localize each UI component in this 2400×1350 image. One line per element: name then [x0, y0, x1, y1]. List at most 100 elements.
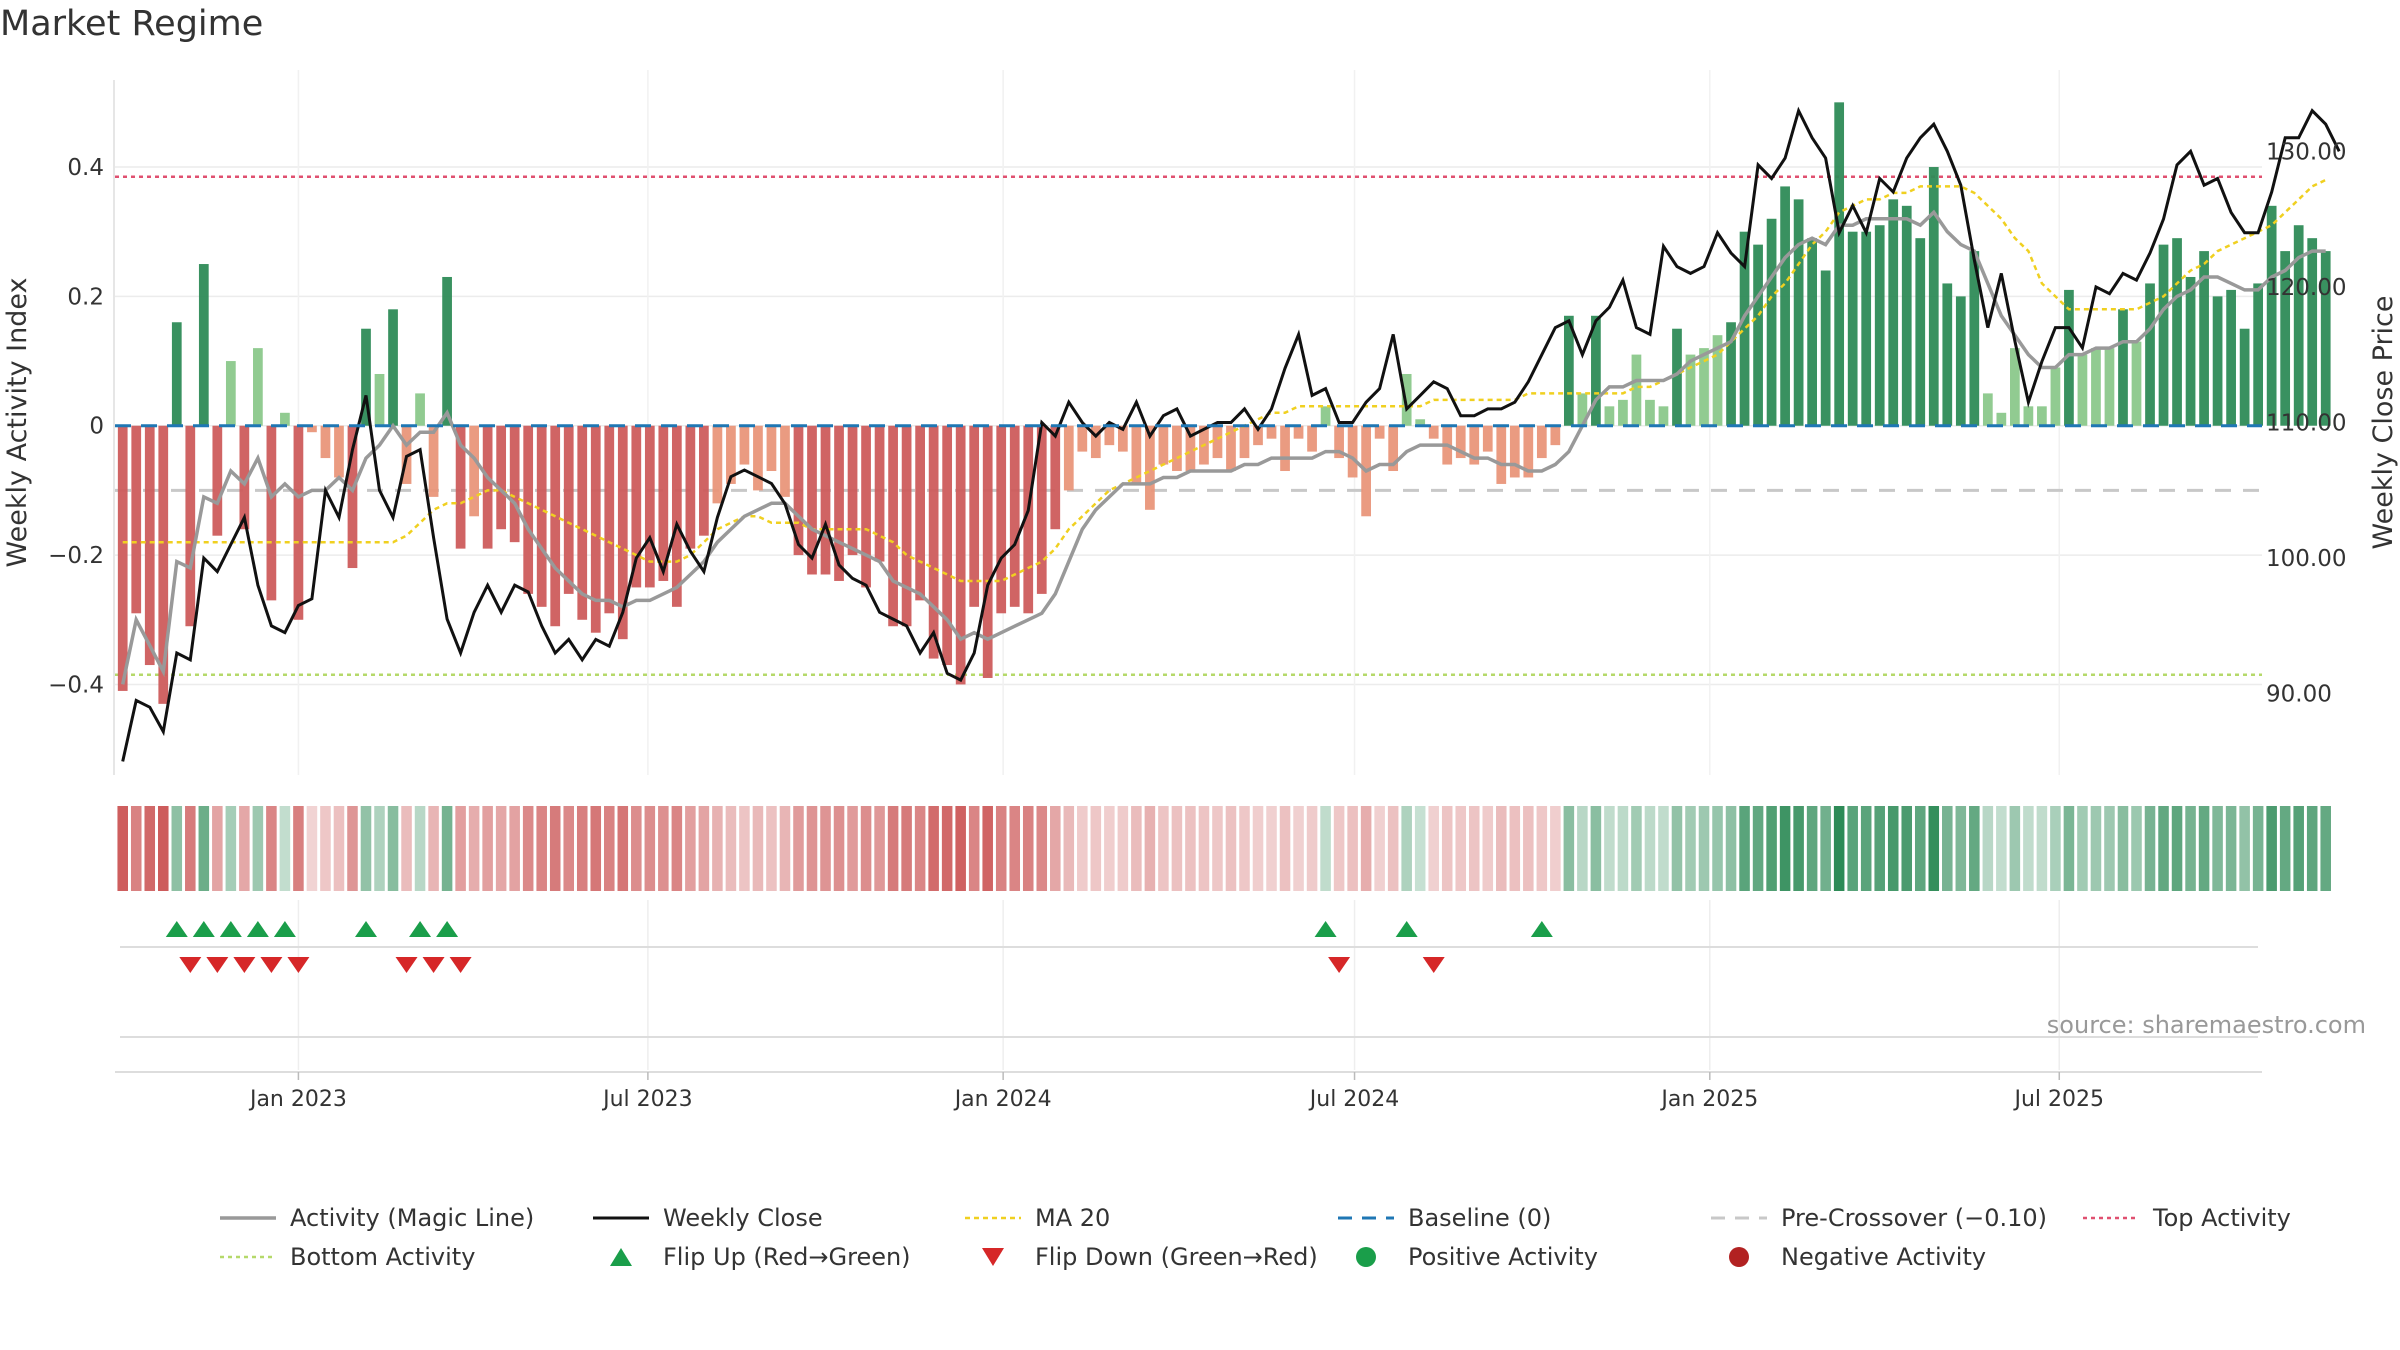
regime-strip-cell — [793, 806, 804, 891]
activity-bar — [2280, 251, 2291, 426]
activity-bar — [428, 425, 439, 497]
regime-strip-cell — [563, 806, 574, 891]
y-right-tick-label: 100.00 — [2266, 546, 2346, 572]
regime-strip-cell — [901, 806, 912, 891]
activity-bar — [928, 425, 939, 659]
regime-strip-cell — [401, 806, 412, 891]
activity-bar — [1496, 425, 1507, 484]
activity-bar — [1766, 218, 1777, 426]
activity-bar — [1226, 425, 1236, 472]
series-lines — [120, 106, 2341, 762]
activity-bar — [1036, 425, 1047, 594]
regime-strip-cell — [1090, 806, 1102, 891]
regime-strip-cell — [1806, 806, 1818, 891]
activity-bar — [1672, 328, 1682, 426]
flip-up-marker — [246, 921, 269, 937]
regime-strip-cell — [1414, 806, 1426, 891]
regime-strip-cell — [2131, 806, 2142, 891]
legend-label: Flip Down (Green→Red) — [1035, 1243, 1318, 1271]
regime-strip-cell — [698, 806, 710, 891]
regime-strip — [117, 806, 2331, 891]
regime-strip-cell — [1590, 806, 1602, 891]
activity-magic-line — [120, 209, 2326, 685]
regime-strip-cell — [712, 806, 723, 891]
activity-bar — [198, 264, 209, 426]
regime-strip-cell — [347, 806, 358, 891]
regime-strip-cell — [2009, 806, 2021, 891]
regime-strip-cell — [995, 806, 1007, 891]
reference-lines — [115, 175, 2262, 676]
regime-strip-cell — [1982, 806, 1994, 891]
activity-bar — [2064, 289, 2074, 426]
activity-bar — [2023, 406, 2034, 426]
activity-bar — [1469, 425, 1480, 465]
y-right-tick-label: 90.00 — [2266, 682, 2332, 708]
regime-strip-cell — [1523, 806, 1534, 891]
activity-bar — [685, 425, 696, 549]
activity-bar — [1172, 425, 1182, 472]
regime-strip-cell — [1698, 806, 1710, 891]
activity-bar — [1739, 231, 1750, 426]
activity-bar — [699, 425, 709, 536]
regime-strip-cell — [2252, 806, 2264, 891]
activity-bar — [1482, 425, 1493, 452]
regime-strip-cell — [955, 806, 966, 891]
regime-strip-cell — [1779, 806, 1791, 891]
activity-bar — [793, 425, 804, 556]
legend-swatch — [1729, 1247, 1749, 1267]
regime-strip-cell — [1847, 806, 1858, 891]
activity-bar — [2293, 225, 2304, 426]
activity-bar — [185, 425, 196, 627]
regime-strip-cell — [1401, 806, 1412, 891]
activity-bar — [131, 425, 142, 614]
regime-strip-cell — [2239, 806, 2250, 891]
regime-strip-cell — [1942, 806, 1953, 891]
activity-bar — [590, 425, 601, 633]
activity-bar — [996, 425, 1007, 614]
activity-bar — [1090, 425, 1101, 459]
x-tick-label: Jul 2023 — [601, 1087, 693, 1112]
regime-strip-cell — [1509, 806, 1521, 891]
regime-strip-cell — [1455, 806, 1467, 891]
regime-strip-cell — [928, 806, 939, 891]
activity-bar — [2199, 251, 2209, 426]
regime-strip-cell — [604, 806, 615, 891]
regime-strip-cell — [374, 806, 385, 891]
regime-strip-cell — [1887, 806, 1899, 891]
regime-strip-cell — [1212, 806, 1223, 891]
regime-strip-cell — [1468, 806, 1480, 891]
regime-strip-cell — [1685, 806, 1696, 891]
activity-bar — [901, 425, 912, 627]
activity-bar — [1077, 425, 1088, 452]
activity-bar — [2307, 238, 2318, 426]
flip-down-marker — [260, 957, 283, 973]
legend-swatch — [610, 1248, 632, 1266]
activity-bar — [766, 425, 777, 472]
regime-strip-cell — [1793, 806, 1804, 891]
regime-strip-cell — [1036, 806, 1048, 891]
activity-bar — [942, 425, 953, 666]
regime-strip-cell — [1752, 806, 1764, 891]
regime-strip-cell — [2225, 806, 2237, 891]
regime-strip-cell — [279, 806, 291, 891]
regime-strip-cell — [685, 806, 696, 891]
activity-bar — [807, 425, 817, 575]
activity-bar — [2037, 406, 2047, 426]
activity-bar — [1928, 167, 1939, 426]
regime-strip-cell — [468, 806, 480, 891]
activity-bar — [1645, 399, 1655, 426]
flip-down-marker — [449, 957, 472, 973]
activity-bar — [469, 425, 479, 517]
activity-bar — [563, 425, 574, 594]
regime-strip-cell — [1577, 806, 1588, 891]
activity-bar — [1550, 425, 1561, 446]
regime-strip-cell — [1914, 806, 1926, 891]
regime-strip-cell — [495, 806, 507, 891]
regime-strip-cell — [536, 806, 547, 891]
activity-bar — [1820, 270, 1831, 426]
activity-bar — [847, 425, 858, 556]
activity-bar — [293, 425, 304, 620]
flip-down-marker — [206, 957, 229, 973]
regime-strip-cell — [2117, 806, 2129, 891]
legend-label: Bottom Activity — [290, 1243, 475, 1271]
